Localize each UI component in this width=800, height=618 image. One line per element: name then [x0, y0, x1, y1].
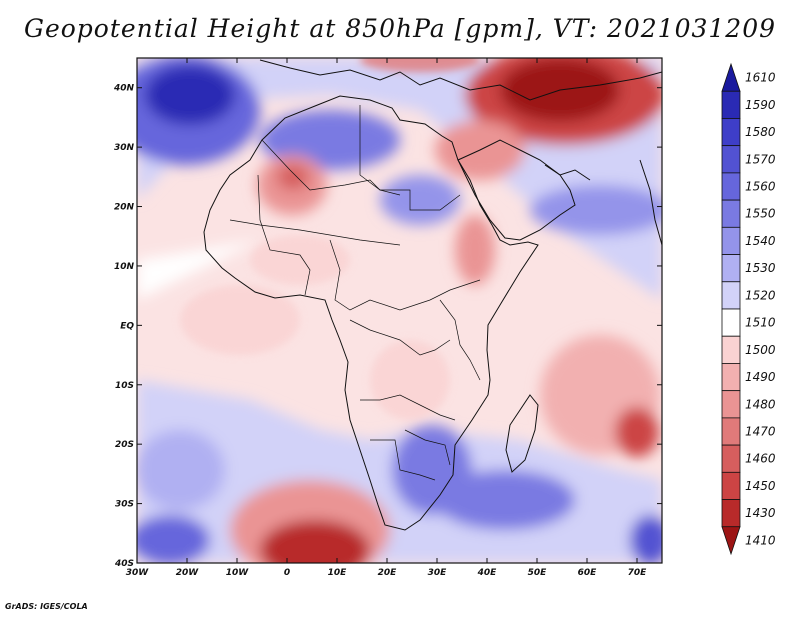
colorbar-swatch: [721, 390, 741, 419]
y-tick-label: EQ: [120, 321, 134, 331]
x-axis: 30W 20W 10W 0 10E 20E 30E 40E 50E 60E 70E: [126, 58, 647, 578]
field-region-nw-high-core: [145, 65, 235, 125]
colorbar-swatch: [721, 226, 741, 255]
border-namibia: [370, 439, 436, 481]
colorbar-swatch: [721, 145, 741, 174]
colorbar-swatch: [721, 471, 741, 500]
y-tick-label: 20S: [115, 440, 134, 450]
colorbar-label: 1580: [745, 125, 776, 139]
x-tick-label: 40E: [477, 568, 498, 578]
border-sahel: [229, 219, 401, 246]
border-congo: [349, 319, 451, 356]
colorbar-label: 1410: [745, 533, 776, 547]
colorbar-label: 1470: [745, 425, 776, 439]
india-coastline: [639, 159, 662, 246]
y-tick-label: 30S: [115, 500, 134, 510]
africa-coastline: [203, 95, 539, 531]
colorbar-swatch: [721, 199, 741, 228]
field-region-saharan-low-core: [277, 164, 309, 190]
field-region-sahara-blue: [260, 110, 400, 170]
colorbar-label: 1560: [745, 180, 776, 194]
y-tick-label: 20N: [114, 203, 135, 213]
colorbar-swatch: [721, 417, 741, 446]
colorbar-label: 1500: [745, 343, 776, 357]
colorbar-label: 1540: [745, 234, 776, 248]
chart-title: Geopotential Height at 850hPa [gpm], VT:…: [23, 14, 777, 43]
grads-credit: GrADS: IGES/COLA: [5, 602, 88, 611]
field-region-white: [137, 240, 260, 300]
colorbar-label: 1590: [745, 98, 776, 112]
x-tick-label: 10E: [328, 568, 348, 578]
field-region-indian-low: [615, 407, 659, 457]
field-region-se-high: [630, 515, 662, 563]
colorbar-label: 1520: [745, 288, 776, 302]
border-east: [439, 299, 481, 381]
x-tick-label: 10W: [226, 568, 250, 578]
colorbar: 1610 1590 1580 1570 1560 1550 1540 1530 1520 1510…: [721, 62, 776, 556]
x-tick-label: 30E: [428, 568, 448, 578]
field-region-arabian-sea-blue: [530, 185, 662, 235]
colorbar-label: 1530: [745, 261, 776, 275]
border-libya-egypt: [359, 105, 461, 211]
y-tick-label: 30N: [114, 143, 135, 153]
x-tick-label: 60E: [578, 568, 598, 578]
field-region-sw-high: [137, 515, 210, 563]
country-borders: [229, 105, 481, 481]
x-tick-label: 20E: [378, 568, 398, 578]
colorbar-swatch: [721, 308, 741, 337]
plot-frame: [136, 57, 663, 564]
colorbar-swatch: [721, 444, 741, 473]
colorbar-label: 1610: [745, 71, 776, 85]
x-tick-label: 50E: [528, 568, 548, 578]
coastlines: [203, 59, 662, 531]
madagascar-coastline: [505, 394, 539, 473]
colorbar-swatch: [721, 172, 741, 201]
persian-gulf: [544, 164, 591, 181]
field-region-cutoff-low-core: [260, 520, 370, 563]
colorbar-label: 1480: [745, 397, 776, 411]
colorbar-swatch: [721, 335, 741, 364]
colorbar-swatch: [721, 281, 741, 310]
height-field: [137, 58, 662, 563]
colorbar-label: 1460: [745, 452, 776, 466]
border-sa: [404, 429, 451, 466]
colorbar-swatch: [721, 254, 741, 283]
y-tick-label: 40N: [113, 84, 135, 94]
europe-coastline: [259, 59, 662, 101]
x-tick-label: 70E: [628, 568, 648, 578]
colorbar-swatch: [721, 118, 741, 147]
colorbar-label: 1570: [745, 152, 776, 166]
border-west: [257, 174, 311, 296]
colorbar-label: 1490: [745, 370, 776, 384]
x-tick-label: 30W: [126, 568, 150, 578]
border-central: [329, 239, 481, 311]
colorbar-swatch: [721, 363, 741, 392]
field-region-ethiopia: [455, 215, 495, 285]
arabia-coastline: [457, 139, 576, 241]
colorbar-swatch: [721, 90, 741, 119]
field-region-sio-high: [435, 470, 575, 530]
y-tick-label: 40S: [114, 559, 134, 569]
y-tick-label: 10N: [114, 262, 135, 272]
y-tick-label: 10S: [115, 381, 134, 391]
colorbar-label: 1430: [745, 506, 776, 520]
colorbar-swatch: [721, 499, 741, 528]
field-region-satl-blue: [137, 430, 225, 510]
field-region-sudan-blue: [380, 175, 460, 225]
x-tick-label: 0: [284, 568, 290, 578]
colorbar-label: 1550: [745, 207, 776, 221]
border-south: [360, 394, 456, 421]
x-tick-label: 20W: [176, 568, 200, 578]
colorbar-label: 1510: [745, 316, 776, 330]
y-axis: 40N 30N 20N 10N EQ 10S 20S 30S 40S: [113, 84, 662, 569]
colorbar-swatch: [721, 526, 741, 556]
colorbar-swatch: [721, 62, 741, 92]
colorbar-label: 1450: [745, 479, 776, 493]
